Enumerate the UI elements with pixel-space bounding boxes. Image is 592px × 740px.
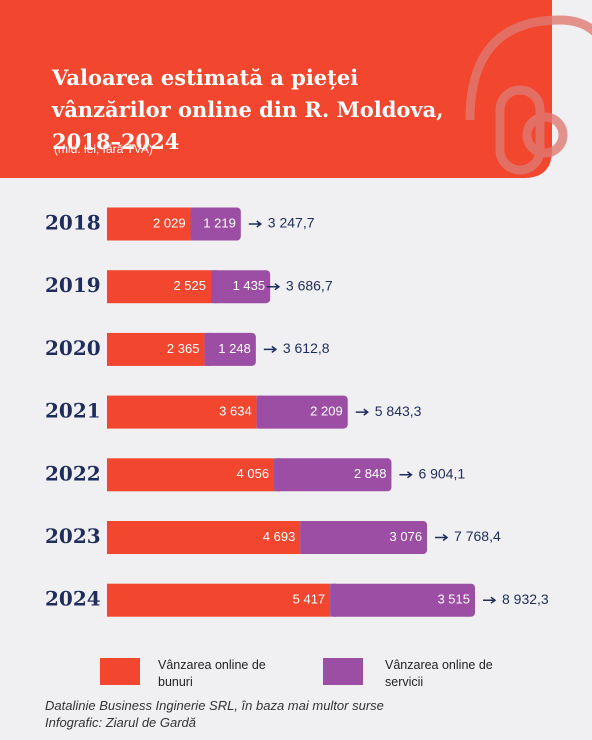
bar-segment xyxy=(300,521,428,554)
year-label: 2023 xyxy=(45,524,101,548)
total-label: 6 904,1 xyxy=(418,466,465,482)
total-label: 8 932,3 xyxy=(502,591,549,607)
bar-segment-edge xyxy=(190,207,197,241)
bar-segment xyxy=(107,395,257,429)
year-label: 2022 xyxy=(45,461,101,485)
bar-segment xyxy=(107,583,331,617)
value-label: 5 417 xyxy=(293,592,326,607)
chart-subtitle: (mld. lei, fără TVA) xyxy=(54,142,153,156)
bar-segment xyxy=(211,270,271,304)
year-label: 2018 xyxy=(45,211,101,235)
source: Datalinie Business Inginerie SRL, în baz… xyxy=(45,698,384,713)
value-label: 2 209 xyxy=(310,404,343,419)
year-label: 2020 xyxy=(45,336,101,360)
arrow xyxy=(399,471,413,479)
bar-segment-edge xyxy=(300,521,307,554)
legend-swatch xyxy=(323,658,363,685)
value-label: 3 634 xyxy=(219,404,252,419)
bar-segment xyxy=(107,458,275,492)
year-label: 2024 xyxy=(45,587,101,611)
arrow xyxy=(483,596,497,604)
value-label: 2 029 xyxy=(153,215,186,230)
value-label: 2 525 xyxy=(173,278,206,293)
value-label: 2 365 xyxy=(167,341,200,356)
header-background xyxy=(0,0,552,178)
bar-segment-edge xyxy=(274,458,281,492)
total-label: 3 247,7 xyxy=(268,215,315,231)
legend-label: Vânzarea online de bunuri xyxy=(158,658,266,689)
arrow xyxy=(355,408,369,416)
total-label: 3 686,7 xyxy=(286,277,333,293)
arrow xyxy=(248,220,263,228)
value-label: 4 693 xyxy=(263,529,296,544)
total-label: 5 843,3 xyxy=(375,403,422,419)
bar-segment-edge xyxy=(204,332,211,366)
value-label: 2 848 xyxy=(354,466,387,481)
bar-segment xyxy=(107,332,205,366)
credit: Infografic: Ziarul de Gardă xyxy=(45,715,197,730)
total-label: 7 768,4 xyxy=(454,528,501,544)
bar-segment-edge xyxy=(330,583,337,617)
bar-segment xyxy=(107,521,301,554)
bar-segment xyxy=(274,458,392,492)
bar-segment xyxy=(107,270,212,304)
value-label: 1 248 xyxy=(218,341,251,356)
chart-title: Valoarea estimată a pieței vânzărilor on… xyxy=(52,65,444,154)
legend-label: Vânzarea online de servicii xyxy=(385,658,493,689)
value-label: 1 219 xyxy=(203,215,236,230)
bar-segment xyxy=(107,207,191,241)
bar-segment-edge xyxy=(211,270,218,304)
value-label: 4 056 xyxy=(237,466,270,481)
bar-segment xyxy=(190,207,241,241)
value-label: 3 515 xyxy=(437,592,470,607)
legend-swatch xyxy=(100,658,140,685)
bar-segment-edge xyxy=(256,395,263,429)
year-label: 2021 xyxy=(45,399,101,423)
value-label: 1 435 xyxy=(233,278,266,293)
bar-segment xyxy=(330,583,475,617)
headphones-icon xyxy=(465,15,592,175)
year-label: 2019 xyxy=(45,273,101,297)
bar-segment xyxy=(204,332,256,366)
arrow xyxy=(266,283,281,291)
arrow xyxy=(435,533,449,542)
bar-segment xyxy=(256,395,348,429)
total-label: 3 612,8 xyxy=(283,340,330,356)
arrow xyxy=(263,345,278,353)
value-label: 3 076 xyxy=(390,529,423,544)
